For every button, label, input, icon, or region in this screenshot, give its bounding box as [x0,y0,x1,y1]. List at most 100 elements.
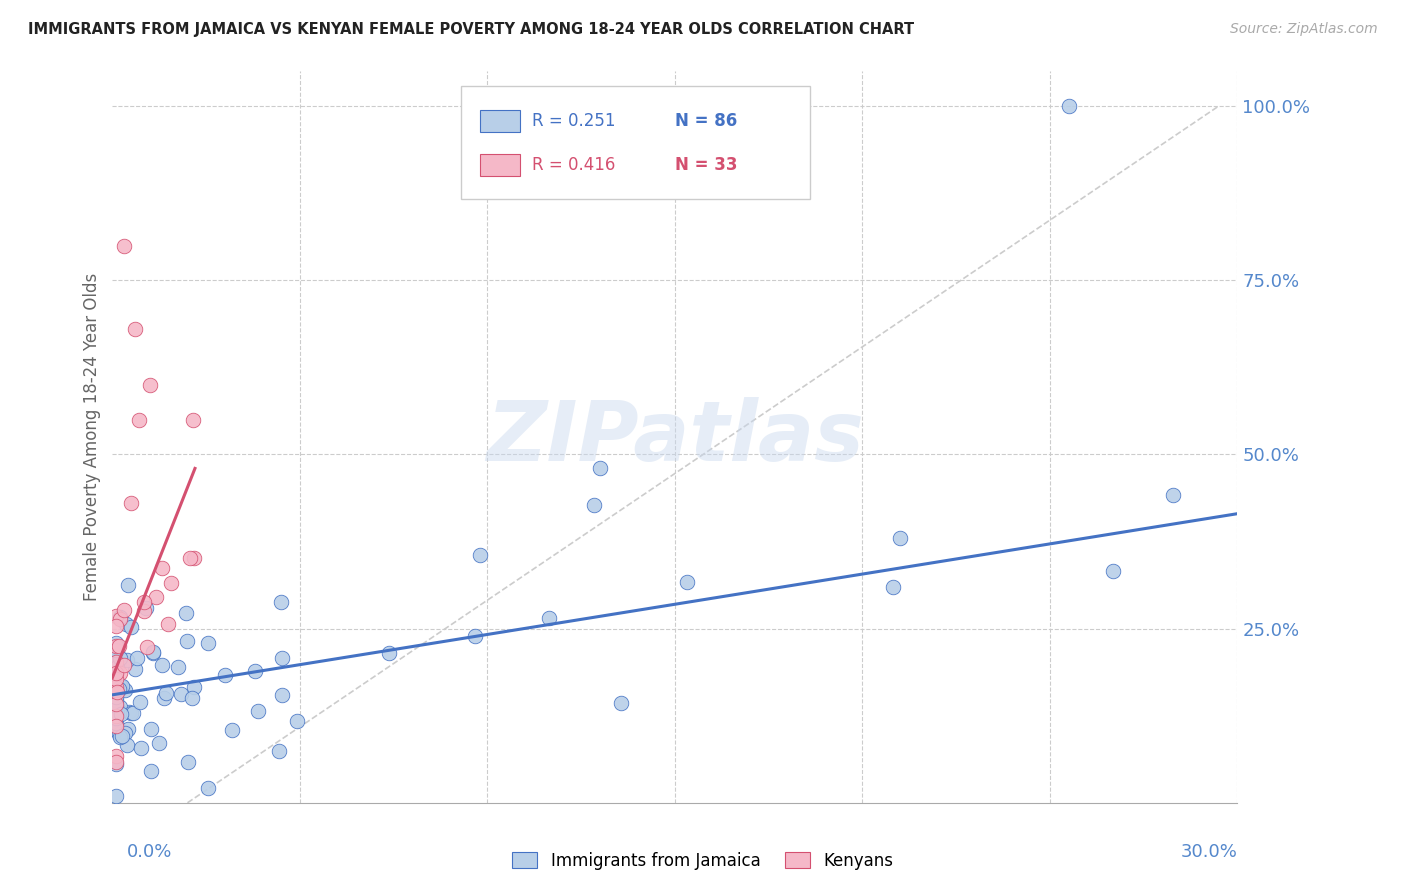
Point [181,691,204,706]
Point [127,650,149,665]
Text: R = 0.251: R = 0.251 [531,112,616,130]
Point [118,705,141,719]
Point [468,549,491,563]
Point [270,595,292,609]
Point [105,748,128,763]
Point [122,706,145,720]
Point [105,681,128,696]
Point [105,666,128,681]
Point [120,496,142,510]
Point [105,672,128,686]
Point [882,580,904,594]
Point [110,706,132,721]
Point [105,665,128,680]
Point [129,695,152,709]
Point [105,719,128,733]
Point [105,657,128,671]
Point [111,679,134,693]
Point [105,697,128,711]
Point [134,595,156,609]
Y-axis label: Female Poverty Among 18-24 Year Olds: Female Poverty Among 18-24 Year Olds [83,273,101,601]
Point [105,660,128,674]
Point [117,722,139,736]
Point [105,655,128,669]
Point [107,727,129,741]
Point [139,377,162,392]
Point [152,690,174,705]
Point [105,681,128,695]
Point [105,683,128,698]
Point [105,789,128,803]
Point [105,712,128,726]
Point [142,646,165,660]
Point [111,729,134,743]
Point [105,619,128,633]
Point [105,685,128,699]
Point [105,755,128,769]
Point [135,640,157,655]
Point [676,574,699,589]
Point [111,681,134,695]
Point [124,322,146,336]
Point [117,578,139,592]
Point [177,755,200,769]
Point [1102,565,1125,579]
Point [108,681,131,696]
Point [105,609,128,624]
Point [271,688,294,702]
Point [247,704,270,718]
Point [156,616,179,631]
Point [105,723,128,738]
Point [378,646,401,660]
Point [589,461,612,475]
Point [197,636,219,650]
Point [134,605,156,619]
Point [537,610,560,624]
FancyBboxPatch shape [481,110,520,132]
Point [114,726,136,740]
Point [129,740,152,755]
Point [105,709,128,723]
Point [142,645,165,659]
Point [105,693,128,707]
Point [105,639,128,653]
Point [108,730,131,744]
Point [167,659,190,673]
Point [287,714,309,729]
Point [115,738,138,752]
Point [114,683,136,698]
Point [120,706,142,720]
Point [105,687,128,701]
Point [271,651,294,665]
Point [105,699,128,714]
Point [112,657,135,672]
Point [181,412,204,426]
Point [108,639,131,653]
Point [197,780,219,795]
Point [105,690,128,705]
Text: R = 0.416: R = 0.416 [531,156,616,174]
Point [214,668,236,682]
Point [105,652,128,666]
Point [105,682,128,697]
Point [160,576,183,591]
Point [112,238,135,252]
Point [108,650,131,665]
Point [139,722,162,736]
Text: Source: ZipAtlas.com: Source: ZipAtlas.com [1230,22,1378,37]
Point [112,603,135,617]
Point [583,498,606,512]
Point [124,662,146,676]
Text: ZIPatlas: ZIPatlas [486,397,863,477]
Text: 30.0%: 30.0% [1181,843,1237,861]
Point [183,681,205,695]
Point [105,636,128,650]
Text: N = 86: N = 86 [675,112,737,130]
Point [105,756,128,771]
Point [110,700,132,714]
Point [128,412,150,426]
Point [135,600,157,615]
Point [610,696,633,710]
Point [145,590,167,604]
Point [176,634,198,648]
